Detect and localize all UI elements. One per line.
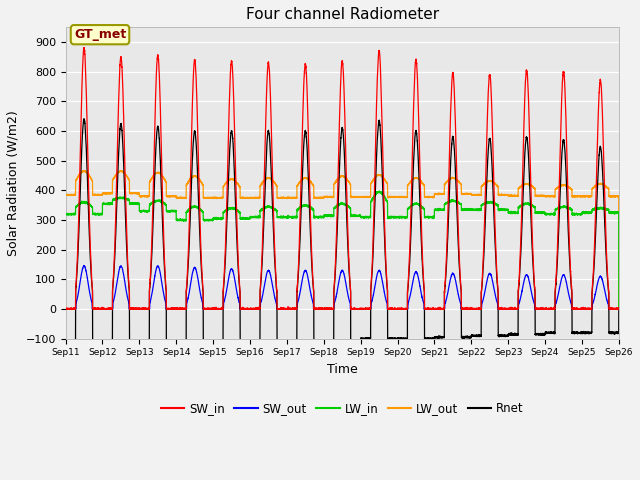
Text: GT_met: GT_met <box>74 28 126 41</box>
Title: Four channel Radiometer: Four channel Radiometer <box>246 7 439 22</box>
X-axis label: Time: Time <box>327 363 358 376</box>
Legend: SW_in, SW_out, LW_in, LW_out, Rnet: SW_in, SW_out, LW_in, LW_out, Rnet <box>156 397 529 420</box>
Y-axis label: Solar Radiation (W/m2): Solar Radiation (W/m2) <box>7 110 20 256</box>
